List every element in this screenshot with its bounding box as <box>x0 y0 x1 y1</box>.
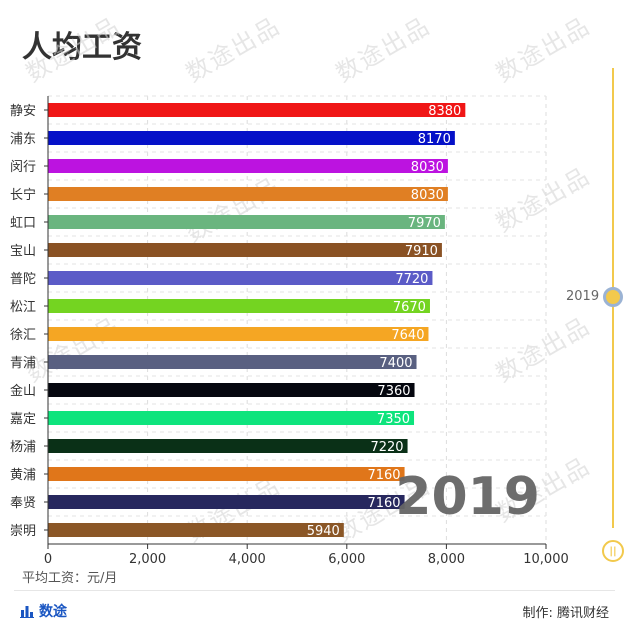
bar-chart-icon <box>20 606 34 618</box>
bar-value-label: 8030 <box>411 160 444 175</box>
bar <box>48 159 448 173</box>
bar-value-label: 7160 <box>367 496 400 511</box>
category-label: 黄浦 <box>10 468 36 483</box>
bar-value-label: 7360 <box>377 384 410 399</box>
x-axis-unit-label: 平均工资：元/月 <box>22 571 118 586</box>
category-label: 长宁 <box>10 187 36 203</box>
x-tick-label: 2,000 <box>129 552 166 567</box>
category-label: 闵行 <box>10 160 36 175</box>
bar-value-label: 7910 <box>405 244 438 259</box>
bar <box>48 243 442 257</box>
category-label: 金山 <box>10 383 36 399</box>
bar <box>48 411 415 425</box>
x-tick-label: 0 <box>44 552 52 567</box>
bar <box>48 383 415 397</box>
bar <box>48 103 466 117</box>
credit-text: 制作: 腾讯财经 <box>522 606 609 621</box>
bar-value-label: 8380 <box>428 104 461 119</box>
bar-value-label: 7670 <box>393 300 426 315</box>
pause-button[interactable]: || <box>602 540 624 562</box>
bar-value-label: 7970 <box>408 216 441 231</box>
bar <box>48 467 405 481</box>
x-tick-label: 10,000 <box>523 552 569 567</box>
bar-value-label: 7220 <box>370 440 403 455</box>
bar <box>48 439 408 453</box>
bar-value-label: 8030 <box>411 188 444 203</box>
brand-name: 数途 <box>39 604 67 620</box>
x-tick-label: 6,000 <box>328 552 365 567</box>
timeline-current-label: 2019 <box>566 289 600 304</box>
bar <box>48 523 344 537</box>
bar-value-label: 7400 <box>379 356 412 371</box>
bar-value-label: 7720 <box>395 272 428 287</box>
category-label: 嘉定 <box>10 412 36 427</box>
category-label: 虹口 <box>10 216 36 231</box>
category-label: 静安 <box>10 104 36 119</box>
bar <box>48 215 445 229</box>
category-label: 奉贤 <box>10 496 36 511</box>
x-tick-label: 8,000 <box>428 552 465 567</box>
category-label: 杨浦 <box>10 440 36 455</box>
pause-icon: || <box>609 545 617 557</box>
bar <box>48 495 405 509</box>
category-label: 浦东 <box>10 132 36 147</box>
bar <box>48 131 455 145</box>
category-label: 松江 <box>10 300 36 315</box>
category-label: 崇明 <box>10 524 36 539</box>
year-overlay: 2019 <box>395 467 540 527</box>
bar-value-label: 7160 <box>367 468 400 483</box>
brand: 数途 <box>20 601 67 621</box>
bar <box>48 355 417 369</box>
bar <box>48 327 429 341</box>
category-label: 徐汇 <box>10 328 36 343</box>
bar-value-label: 8170 <box>418 132 451 147</box>
bar <box>48 299 430 313</box>
bar <box>48 271 433 285</box>
category-label: 普陀 <box>10 271 36 287</box>
bar-value-label: 5940 <box>307 524 340 539</box>
category-label: 青浦 <box>10 356 36 371</box>
bar <box>48 187 448 201</box>
page-title: 人均工资 <box>22 30 142 65</box>
bar-value-label: 7350 <box>377 412 410 427</box>
x-tick-label: 4,000 <box>229 552 266 567</box>
category-label: 宝山 <box>10 244 36 259</box>
bar-value-label: 7640 <box>391 328 424 343</box>
timeline-handle[interactable] <box>603 287 623 307</box>
footer-divider <box>14 590 615 591</box>
